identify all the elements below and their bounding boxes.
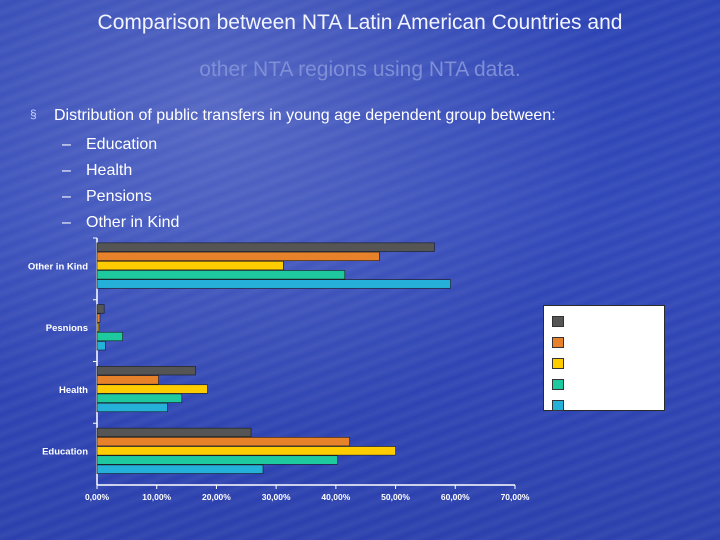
legend-item-mexico: Mexico — [552, 334, 617, 350]
bar-chart: 0,00% 10,00% 20,00% 30,00% 40,00% 50,00% 60,00… — [28, 237, 530, 502]
chart-legend: Uruguay Mexico Costa Rica Chile Brazil — [543, 305, 665, 413]
x-tick-label: 50,00% — [381, 492, 410, 502]
bullet-main-text: Distribution of public transfers in youn… — [54, 107, 556, 124]
bar-costa-rica — [96, 446, 396, 456]
legend-swatch-mexico — [552, 336, 564, 348]
bullet-list: § Distribution of public transfers in yo… — [30, 106, 556, 236]
legend-swatch-brazil — [552, 399, 564, 411]
sub-bullet-text: Pensions — [86, 188, 152, 205]
dash-icon: – — [62, 214, 71, 231]
x-tick-label: 0,00% — [85, 492, 110, 502]
legend-item-brazil: Brazil — [552, 397, 608, 413]
bar-brazil — [96, 402, 168, 413]
legend-item-uruguay: Uruguay — [552, 313, 626, 329]
bar-chile — [96, 455, 338, 465]
legend-label-brazil: Brazil — [570, 397, 609, 413]
x-tick-label: 70,00% — [501, 492, 530, 502]
x-tick-label: 10,00% — [142, 492, 171, 502]
bar-uruguay — [96, 304, 105, 314]
dash-icon: – — [62, 136, 71, 153]
x-tick-label: 60,00% — [441, 492, 470, 502]
bar-chile — [96, 393, 183, 403]
legend-item-chile: Chile — [552, 376, 604, 392]
bar-brazil — [96, 341, 106, 351]
legend-label-mexico: Mexico — [570, 334, 618, 350]
bar-costa-rica — [96, 384, 208, 394]
bar-uruguay — [96, 366, 196, 376]
bar-mexico — [96, 375, 159, 385]
y-tick-label: Health — [59, 385, 88, 396]
legend-swatch-uruguay — [552, 315, 564, 327]
bullet-square-icon: § — [30, 107, 37, 121]
bar-brazil — [96, 279, 451, 289]
slide-title-line-1: Comparison between NTA Latin American Co… — [97, 11, 623, 34]
x-tick-label: 20,00% — [202, 492, 231, 502]
legend-item-costa-rica: Costa Rica — [552, 355, 642, 371]
dash-icon: – — [62, 188, 71, 205]
bar-chile — [96, 331, 123, 342]
bar-chile — [96, 270, 346, 280]
y-tick-label: Other in Kind — [28, 261, 88, 272]
legend-swatch-chile — [552, 378, 564, 390]
legend-label-costa-rica: Costa Rica — [570, 355, 643, 371]
sub-bullet-text: Health — [86, 162, 133, 179]
bar-mexico — [96, 437, 350, 447]
bar-mexico — [96, 251, 380, 261]
y-tick-label: Education — [42, 447, 88, 458]
sub-bullet-list: – Education – Health – Pensions – Other in K… — [30, 132, 556, 236]
sub-bullet-text: Other in Kind — [86, 214, 180, 231]
x-tick-label: 30,00% — [262, 492, 291, 502]
legend-label-uruguay: Uruguay — [570, 313, 627, 329]
bar-brazil — [96, 464, 264, 474]
bar-costa-rica — [96, 260, 284, 271]
legend-label-chile: Chile — [570, 376, 605, 392]
bar-uruguay — [96, 427, 252, 438]
bar-mexico — [96, 313, 101, 323]
bullet-item-main: § Distribution of public transfers in yo… — [30, 106, 556, 126]
sub-bullet-education: – Education — [62, 132, 556, 158]
x-tick-label: 40,00% — [321, 492, 350, 502]
legend-swatch-costa-rica — [552, 357, 564, 369]
dash-icon: – — [62, 162, 71, 179]
sub-bullet-health: – Health — [62, 158, 556, 184]
sub-bullet-text: Education — [86, 136, 158, 153]
bar-costa-rica — [96, 322, 100, 332]
bar-uruguay — [96, 242, 435, 252]
sub-bullet-other-in-kind: – Other in Kind — [62, 210, 556, 236]
slide-title-line-2: other NTA regions using NTA data. — [199, 58, 521, 81]
sub-bullet-pensions: – Pensions — [62, 184, 556, 210]
y-tick-label: Pesnions — [46, 323, 88, 334]
